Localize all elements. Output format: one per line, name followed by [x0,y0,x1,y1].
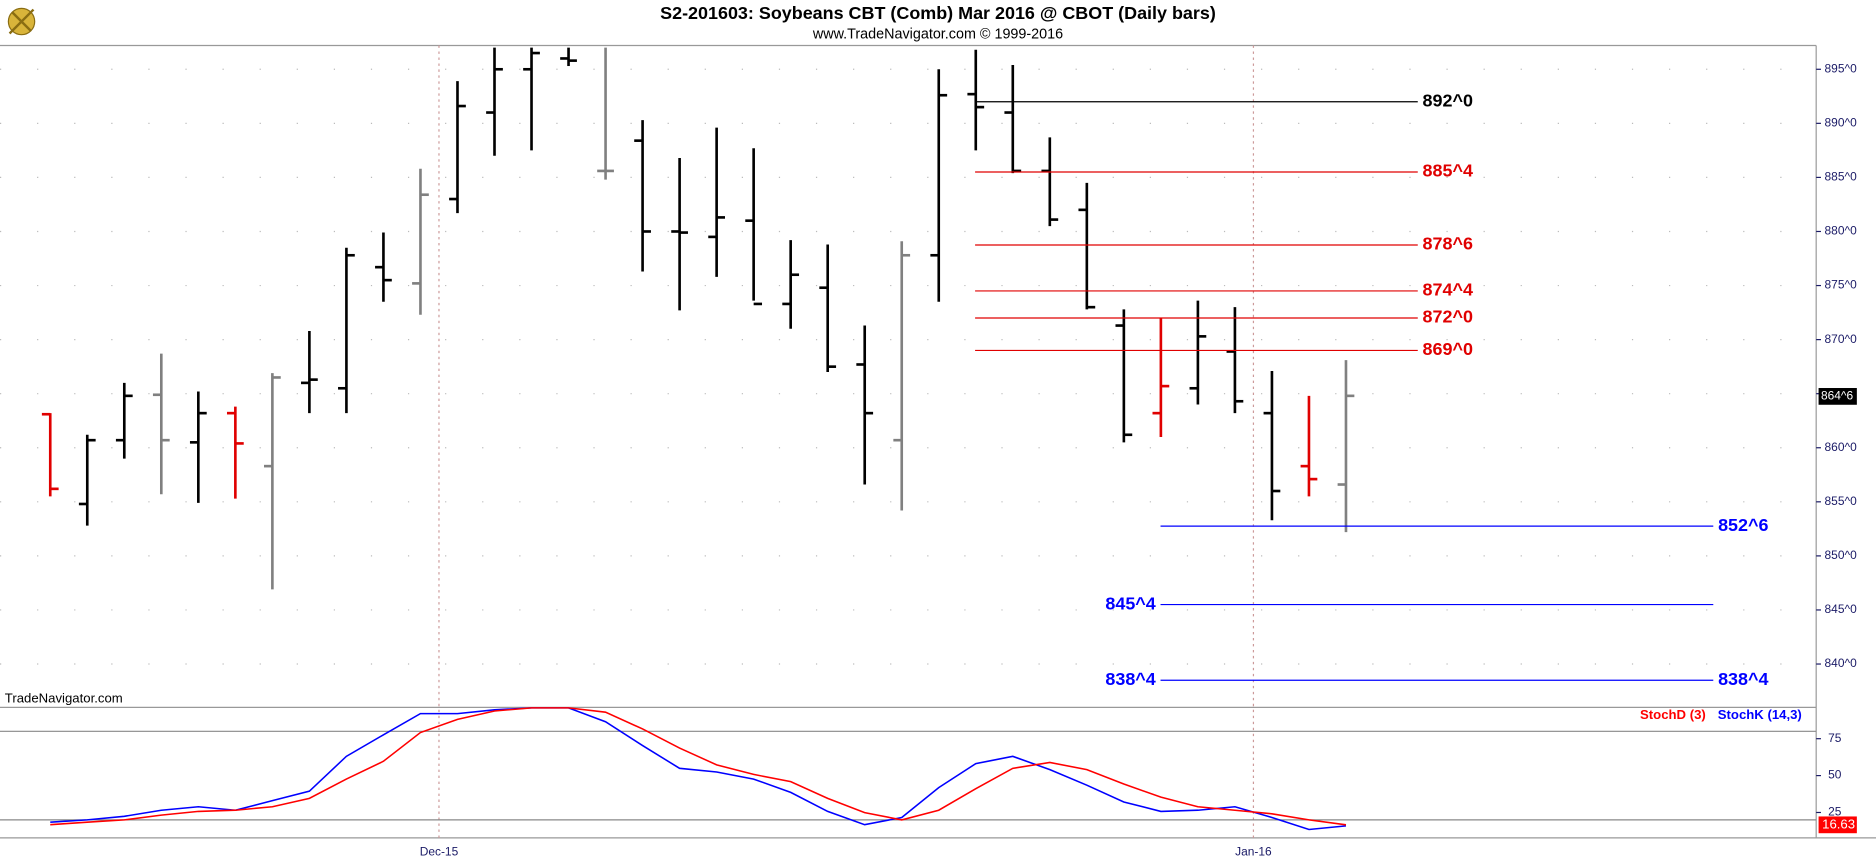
legend-entry: StochK (14,3) [1718,707,1802,722]
y-tick-label: 880^0 [1825,224,1858,238]
y-tick-label: 850^0 [1825,548,1858,562]
x-tick-label: Dec-15 [420,844,459,858]
y-tick-label: 860^0 [1825,440,1858,454]
level-label: 892^0 [1423,90,1473,110]
y-tick-label: 895^0 [1825,61,1858,75]
stoch-line [50,707,1347,831]
y-tick-label: 890^0 [1825,115,1858,129]
last-value-box [1818,816,1857,834]
y-tick-label: 840^0 [1825,656,1858,670]
last-price-box [1818,388,1857,405]
stoch-line [50,707,1347,826]
logo [7,7,36,36]
chart-subtitle: www.TradeNavigator.com © 1999-2016 [812,27,1063,43]
y-tick-label: 885^0 [1825,170,1858,184]
y-tick-label: 845^0 [1825,602,1858,616]
chart-title: S2-201603: Soybeans CBT (Comb) Mar 2016 … [660,3,1216,23]
y-tick-label: 75 [1828,731,1842,745]
level-label: 872^0 [1423,307,1473,327]
y-tick-label: 855^0 [1825,494,1858,508]
legend-entry: StochD (3) [1640,707,1706,722]
y-tick-label: 875^0 [1825,278,1858,292]
level-label: 878^6 [1423,234,1473,254]
y-tick-label: 25 [1828,805,1842,819]
level-label: 838^4 [1718,669,1768,689]
y-tick-label: 870^0 [1825,332,1858,346]
level-label: 845^4 [1105,593,1155,613]
x-tick-label: Jan-16 [1235,844,1272,858]
watermark: TradeNavigator.com [5,690,123,705]
level-label: 874^4 [1423,280,1473,300]
level-label: 852^6 [1718,515,1768,535]
y-tick-label: 50 [1828,768,1842,782]
level-label: 838^4 [1105,669,1155,689]
last-price-label: 864^6 [1821,389,1854,403]
level-label: 885^4 [1423,161,1473,181]
last-value-label: 16.63 [1822,816,1855,831]
level-label: 869^0 [1423,339,1473,359]
